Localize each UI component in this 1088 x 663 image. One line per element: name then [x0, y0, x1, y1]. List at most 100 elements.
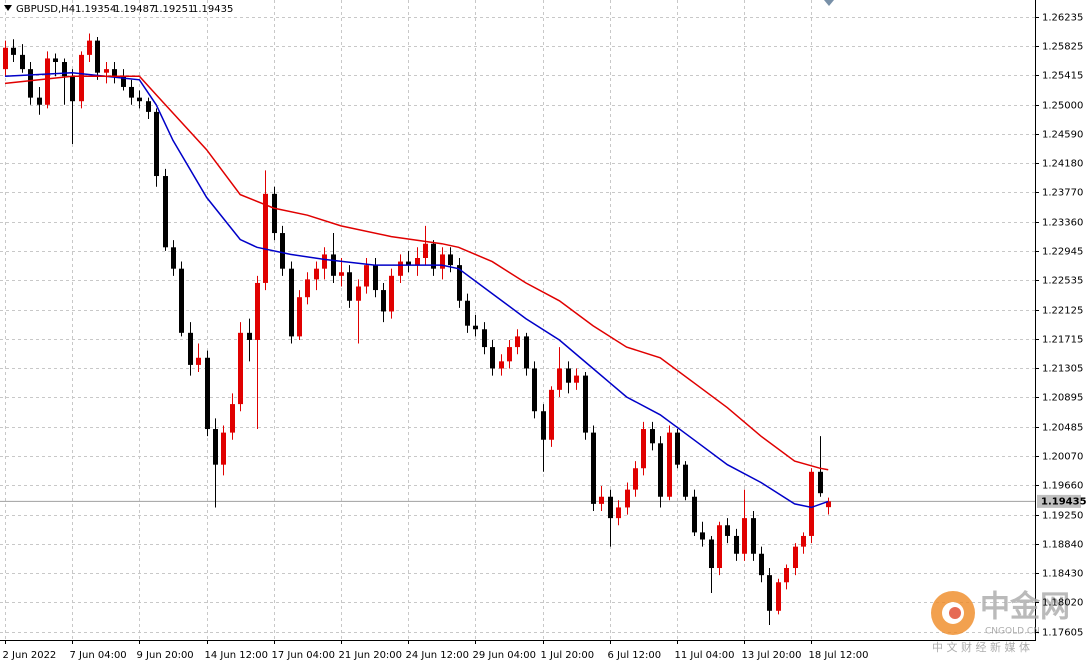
y-tick-label: 1.22945	[1042, 247, 1083, 258]
candle-body	[465, 300, 470, 326]
candle-body	[633, 468, 638, 490]
x-tick-label: 24 Jun 12:00	[406, 650, 470, 661]
y-tick-label: 1.19250	[1042, 511, 1083, 522]
candle-body	[37, 97, 42, 105]
header-low: 1.19251	[153, 4, 194, 15]
y-tick-label: 1.24590	[1042, 130, 1083, 141]
candle-body	[490, 347, 495, 369]
candle-body	[297, 297, 302, 337]
candle-body	[87, 40, 92, 55]
candle-body	[742, 518, 747, 554]
candle-body	[11, 47, 16, 55]
y-tick-label: 1.17605	[1042, 628, 1083, 639]
plot	[0, 33, 1035, 626]
x-tick-label: 7 Jun 04:00	[70, 650, 127, 661]
header: GBPUSD,H4 1.19354 1.19487 1.19251 1.1943…	[4, 4, 233, 15]
candle-body	[641, 429, 646, 469]
candle-body	[482, 329, 487, 348]
candle-body	[314, 268, 319, 280]
candle-body	[709, 539, 714, 569]
y-tick-label: 1.20895	[1042, 393, 1083, 404]
candle-body	[146, 101, 151, 112]
candle-body	[137, 97, 142, 102]
y-tick-label: 1.24180	[1042, 159, 1083, 170]
candle-body	[499, 361, 504, 369]
y-tick-label: 1.26235	[1042, 13, 1083, 24]
x-tick-label: 14 Jun 12:00	[205, 650, 269, 661]
candle-body	[121, 76, 126, 87]
candle-body	[658, 443, 663, 497]
x-tick-label: 6 Jul 12:00	[608, 650, 662, 661]
symbol: GBPUSD,H4	[16, 4, 75, 15]
y-tick-label: 1.22125	[1042, 306, 1083, 317]
candle-body	[62, 62, 67, 77]
candle-body	[272, 193, 277, 234]
candle-body	[591, 432, 596, 504]
candle-body	[784, 568, 789, 583]
candle-body	[700, 532, 705, 540]
header-arrow	[4, 5, 12, 11]
candle-body	[406, 261, 411, 266]
candle-body	[373, 265, 378, 291]
candle-body	[801, 535, 806, 547]
candle-body	[751, 518, 756, 554]
candle-body	[230, 404, 235, 433]
candle-body	[347, 272, 352, 301]
candle-body	[238, 332, 243, 405]
candle-body	[683, 464, 688, 497]
candle-body	[3, 47, 8, 70]
candle-body	[154, 111, 159, 177]
candle-body	[112, 69, 117, 77]
candle-body	[171, 247, 176, 269]
y-tick-label: 1.18840	[1042, 540, 1083, 551]
candle-body	[104, 69, 109, 73]
current-price-label: 1.19435	[1041, 496, 1087, 507]
candle-body	[263, 193, 268, 283]
x-tick-label: 29 Jun 04:00	[473, 650, 537, 661]
candle-body	[515, 336, 520, 348]
candle-body	[574, 375, 579, 383]
candle-body	[221, 432, 226, 465]
candle-body	[331, 254, 336, 276]
candle-body	[339, 272, 344, 276]
x-tick-label: 17 Jun 04:00	[272, 650, 336, 661]
candle-body	[163, 176, 168, 248]
candle-body	[431, 243, 436, 269]
x-tick-label: 9 Jun 20:00	[137, 650, 194, 661]
watermark-logo-icon	[949, 607, 961, 619]
candle-body	[759, 553, 764, 576]
y-tick-label: 1.23360	[1042, 218, 1083, 229]
candle-body	[448, 254, 453, 266]
candle-body	[95, 40, 100, 73]
y-tick-label: 1.18020	[1042, 598, 1083, 609]
candle-body	[826, 501, 831, 508]
candle-body	[566, 368, 571, 383]
candle-body	[79, 54, 84, 102]
x-tick-label: 11 Jul 04:00	[675, 650, 735, 661]
candle-body	[692, 496, 697, 533]
y-tick-label: 1.20070	[1042, 452, 1083, 463]
candle-body	[675, 432, 680, 465]
candle-body	[45, 58, 50, 105]
candle-body	[415, 257, 420, 266]
y-tick-label: 1.21715	[1042, 335, 1083, 346]
watermark-logo: 中金网	[980, 590, 1070, 625]
candle-body	[541, 411, 546, 440]
moving-average	[4, 75, 829, 471]
watermark-site: CNGOLD.CN	[985, 627, 1040, 637]
candle-body	[776, 582, 781, 611]
candle-body	[734, 535, 739, 554]
y-tick-label: 1.25825	[1042, 42, 1083, 53]
x-tick-label: 18 Jul 12:00	[809, 650, 869, 661]
candle-body	[507, 347, 512, 362]
x-tick-label: 1 Jul 20:00	[541, 650, 595, 661]
x-tick-label: 13 Jul 20:00	[742, 650, 802, 661]
candle-body	[625, 489, 630, 508]
y-tick-label: 1.23770	[1042, 188, 1083, 199]
candle-body	[616, 507, 621, 519]
candle-body	[179, 268, 184, 333]
candle-body	[423, 243, 428, 258]
header-close: 1.19435	[192, 4, 233, 15]
y-tick-label: 1.18430	[1042, 569, 1083, 580]
candle-body	[129, 86, 134, 98]
